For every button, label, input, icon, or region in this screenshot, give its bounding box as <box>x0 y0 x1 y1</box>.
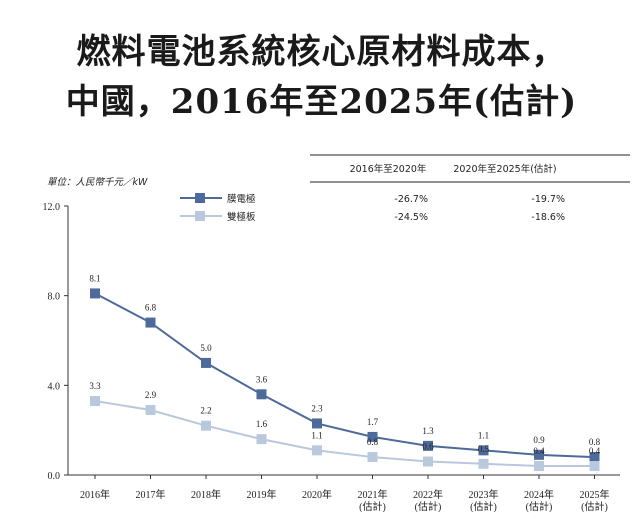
x-tick-label: 2018年 <box>191 488 221 501</box>
cagr-bipolar-2016-2020: -24.5% <box>394 212 428 223</box>
data-point-bipolar <box>367 452 378 463</box>
data-point-bipolar <box>423 456 433 467</box>
data-point-membrane <box>478 445 489 456</box>
x-tick-label: 2017年 <box>136 488 166 501</box>
data-point-membrane <box>145 317 156 328</box>
x-tick-label: (估計) <box>415 500 442 513</box>
data-label-bipolar: 2.9 <box>145 390 157 400</box>
x-tick-label: 2024年 <box>524 488 554 501</box>
x-tick-label: (估計) <box>526 500 553 513</box>
cagr-membrane-2016-2020: -26.7% <box>394 194 428 205</box>
data-point-membrane <box>201 357 211 368</box>
y-tick-label: 8.0 <box>48 292 61 303</box>
data-label-membrane: 6.8 <box>145 303 157 313</box>
data-label-bipolar: 3.3 <box>89 381 101 391</box>
data-point-membrane <box>90 288 100 299</box>
data-point-bipolar <box>478 458 489 469</box>
x-tick-label: 2016年 <box>80 488 110 501</box>
data-point-membrane <box>367 431 378 442</box>
data-point-bipolar <box>90 396 100 407</box>
data-point-bipolar <box>145 404 156 415</box>
data-point-bipolar <box>312 445 322 456</box>
data-label-membrane: 0.8 <box>589 437 601 447</box>
cagr-membrane-2020-2025: -19.7% <box>531 194 565 205</box>
data-label-membrane: 1.3 <box>422 426 434 436</box>
y-tick-label: 4.0 <box>48 381 61 392</box>
data-label-bipolar: 0.8 <box>367 437 379 447</box>
data-label-membrane: 3.6 <box>256 374 268 384</box>
cagr-bipolar-2020-2025: -18.6% <box>531 212 565 223</box>
data-point-membrane <box>589 452 600 463</box>
data-label-bipolar: 0.5 <box>478 444 490 454</box>
data-label-membrane: 8.1 <box>89 273 100 283</box>
legend-marker-membrane <box>195 193 205 203</box>
data-label-bipolar: 0.6 <box>422 442 434 452</box>
x-tick-label: (估計) <box>470 500 497 513</box>
series-line-membrane <box>94 292 595 459</box>
data-point-membrane <box>256 389 267 400</box>
data-label-membrane: 1.1 <box>478 430 489 440</box>
x-tick-label: 2023年 <box>469 488 499 501</box>
data-label-membrane: 2.3 <box>311 403 323 413</box>
unit-label: 單位：人民幣千元／kW <box>47 176 148 188</box>
data-label-membrane: 1.7 <box>367 417 379 427</box>
data-label-membrane: 0.9 <box>533 435 545 445</box>
legend-marker-bipolar <box>195 211 205 221</box>
legend-label-membrane: 膜電極 <box>227 193 256 205</box>
data-point-bipolar <box>589 461 600 472</box>
series-line-bipolar <box>94 400 595 468</box>
data-label-bipolar: 0.4 <box>533 446 545 456</box>
y-tick-label: 0.0 <box>48 471 61 482</box>
data-label-bipolar: 0.4 <box>589 446 601 456</box>
x-tick-label: 2021年 <box>358 488 388 501</box>
x-tick-label: (估計) <box>581 500 608 513</box>
data-point-bipolar <box>256 434 267 445</box>
data-point-membrane <box>312 418 322 429</box>
chart-title-line1: 燃料電池系統核心原材料成本， <box>76 32 567 72</box>
x-tick-label: (估計) <box>359 500 386 513</box>
data-point-membrane <box>534 449 544 460</box>
data-point-bipolar <box>201 420 211 431</box>
cagr-header-2016-2020: 2016年至2020年 <box>350 163 427 175</box>
data-label-bipolar: 1.6 <box>256 419 268 429</box>
x-tick-label: 2025年 <box>580 488 610 501</box>
data-label-membrane: 5.0 <box>200 343 212 353</box>
y-tick-label: 12.0 <box>43 202 61 213</box>
cagr-header-2020-2025: 2020年至2025年(估計) <box>453 163 556 175</box>
plot-area: 0.0 4.0 8.0 12.0 2016年 2017年 2018年 2019年 2020年 20… <box>43 202 620 513</box>
data-point-bipolar <box>534 461 544 472</box>
x-tick-label: 2022年 <box>413 488 443 501</box>
chart-title-line2: 中國，2016年至2025年(估計) <box>65 82 578 122</box>
data-label-bipolar: 2.2 <box>200 406 211 416</box>
data-label-bipolar: 1.1 <box>311 430 322 440</box>
data-point-membrane <box>423 440 433 451</box>
x-tick-label: 2019年 <box>247 488 277 501</box>
legend-label-bipolar: 雙極板 <box>227 211 256 223</box>
x-tick-label: 2020年 <box>302 488 332 501</box>
